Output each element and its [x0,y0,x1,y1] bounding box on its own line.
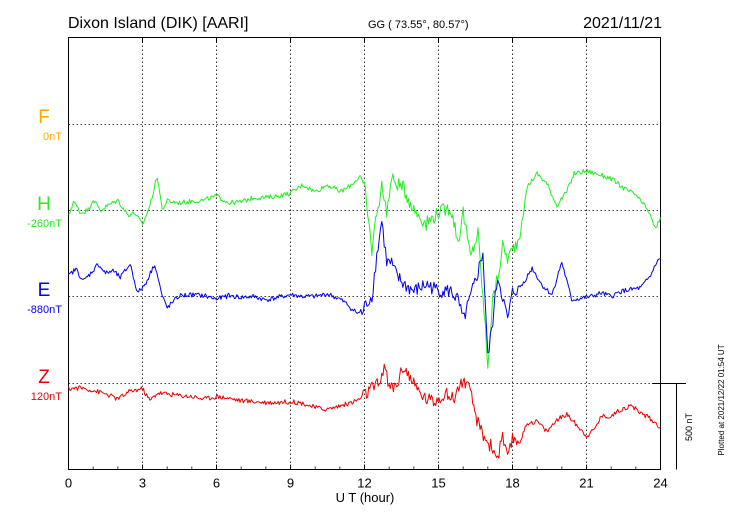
series-line-e [68,221,661,354]
x-tick-label: 3 [139,476,146,491]
component-baseline-e: -880nT [27,304,62,316]
x-axis-label: U T (hour) [336,490,395,505]
x-tick-label: 15 [431,476,445,491]
x-tick-label: 0 [65,476,72,491]
traces [68,169,661,459]
series-line-z [68,363,661,459]
x-axis: 0 3 6 9 12 15 18 21 24 [65,37,668,491]
station-coordinates: GG ( 73.55°, 80.57°) [368,19,469,31]
x-tick-label: 12 [357,476,371,491]
x-tick-label: 9 [287,476,294,491]
series-line-h [68,169,661,369]
scale-bar-label: 500 nT [684,412,694,441]
component-label-f: F [38,107,50,128]
x-tick-label: 21 [579,476,593,491]
component-baseline-f: 0nT [43,131,62,143]
grid [68,37,661,470]
component-baseline-z: 120nT [31,391,62,403]
x-tick-label: 6 [213,476,220,491]
scale-bar: 500 nT [652,383,694,470]
component-labels: F 0nT H -260nT E -880nT Z 120nT [27,107,62,403]
x-tick-label: 18 [505,476,519,491]
x-tick-label: 24 [653,476,667,491]
component-label-h: H [37,194,51,215]
component-baseline-h: -260nT [27,218,62,230]
date-label: 2021/11/21 [583,15,662,32]
component-label-z: Z [38,367,50,388]
component-label-e: E [38,280,51,301]
station-title: Dixon Island (DIK) [AARI] [68,15,249,32]
plotted-timestamp: Plotted at 2021/12/22 01:54 UT [717,344,726,455]
